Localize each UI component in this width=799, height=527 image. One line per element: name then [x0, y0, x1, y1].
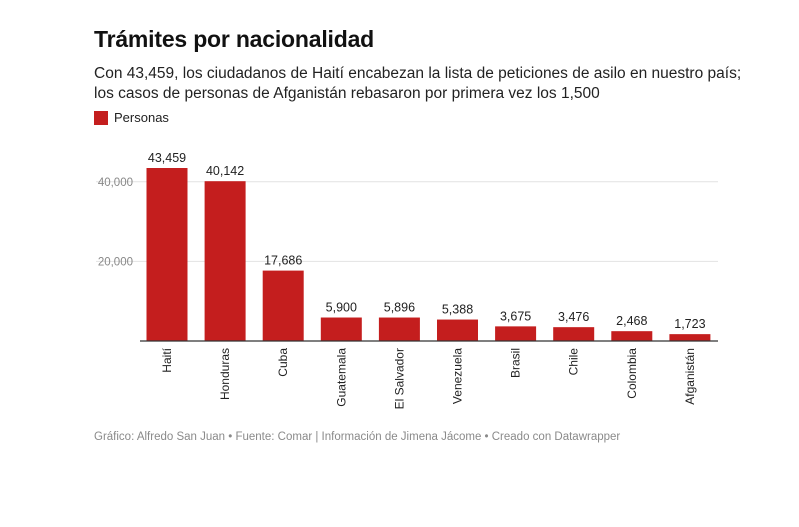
x-tick-label: Cuba [276, 348, 290, 377]
legend-label-personas: Personas [114, 110, 169, 125]
bar [669, 334, 711, 341]
x-tick-label: Colombia [625, 348, 639, 399]
bar-value-label: 5,900 [326, 301, 357, 315]
y-tick-label: 40,000 [98, 177, 133, 189]
bar-value-label: 17,686 [264, 254, 302, 268]
y-tick-label: 20,000 [98, 256, 133, 268]
chart-footer: Gráfico: Alfredo San Juan • Fuente: Coma… [94, 431, 620, 443]
bar [262, 270, 304, 341]
chart-subtitle: Con 43,459, los ciudadanos de Haití enca… [94, 65, 742, 102]
bar-value-label: 5,896 [384, 301, 415, 315]
bar [378, 317, 420, 341]
x-tick-label: Guatemala [334, 348, 348, 407]
bar-value-label: 3,675 [500, 309, 531, 323]
x-tick-label: Brasil [509, 348, 523, 378]
x-tick-label: El Salvador [392, 348, 406, 409]
bar [611, 331, 653, 341]
bar [146, 168, 188, 341]
legend: Personas [94, 110, 169, 125]
bar-value-label: 3,476 [558, 310, 589, 324]
bar-value-label: 43,459 [148, 151, 186, 165]
bar-value-label: 2,468 [616, 314, 647, 328]
bar [204, 181, 246, 341]
bar-value-label: 1,723 [674, 317, 705, 331]
x-tick-label: Honduras [218, 348, 232, 400]
chart-title: Trámites por nacionalidad [94, 26, 375, 52]
bar [437, 319, 478, 341]
bar [320, 317, 362, 341]
bar [553, 327, 595, 341]
bar [495, 326, 537, 341]
bar-value-label: 5,388 [442, 303, 473, 317]
x-tick-label: Haití [160, 347, 174, 372]
footer-credits: Gráfico: Alfredo San Juan • Fuente: Coma… [94, 431, 621, 443]
x-tick-label: Venezuela [451, 348, 465, 404]
x-tick-label: Chile [567, 348, 581, 376]
bar-value-label: 40,142 [206, 164, 244, 178]
x-tick-label: Afganistán [683, 348, 697, 405]
legend-swatch-personas [94, 110, 108, 125]
